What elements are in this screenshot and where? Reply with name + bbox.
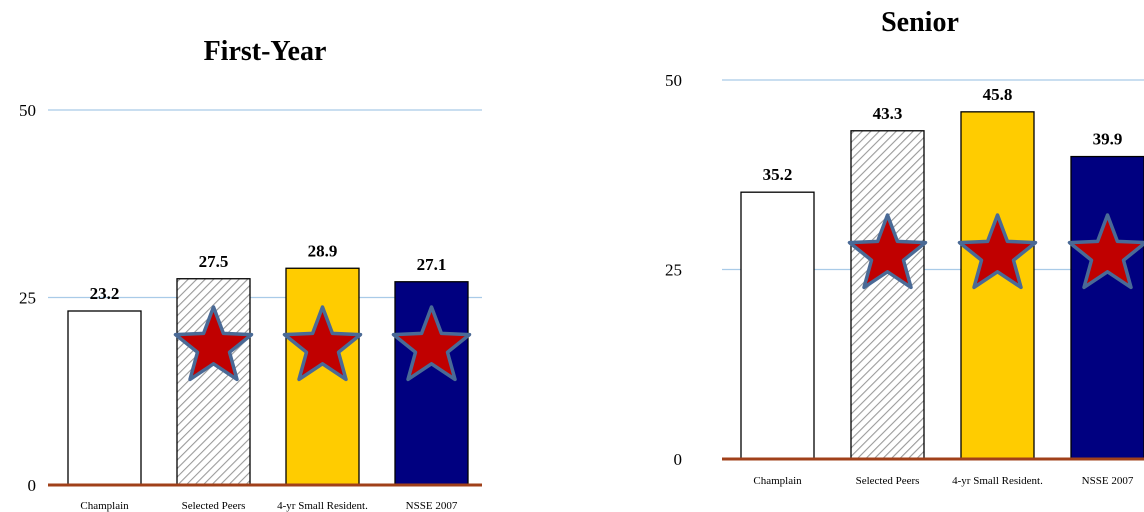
data-label-nsse-2007: 27.1 <box>417 255 447 274</box>
bar-4-yr-small-resident <box>960 111 1035 460</box>
data-label-4-yr-small-resident: 45.8 <box>983 85 1013 104</box>
star-icon <box>282 305 363 382</box>
category-label-4-yr-small-resident: 4-yr Small Resident. <box>952 475 1043 487</box>
star-icon <box>173 305 254 382</box>
category-label-4-yr-small-resident: 4-yr Small Resident. <box>277 500 368 512</box>
senior-chart: Senior 0 25 50 35.2 Champlain 43.3 Selected Pee… <box>665 7 1144 487</box>
first-year-chart-title: First-Year <box>204 36 327 67</box>
bar-nsse-2007 <box>394 281 469 486</box>
y-tick-label-50: 50 <box>665 71 682 90</box>
data-label-nsse-2007: 39.9 <box>1093 130 1123 149</box>
data-label-selected-peers: 43.3 <box>873 104 903 123</box>
star-icon <box>847 213 928 290</box>
bar-champlain <box>740 191 815 460</box>
y-tick-label-25: 25 <box>665 261 682 280</box>
bar-nsse-2007 <box>1070 155 1144 460</box>
category-label-champlain: Champlain <box>753 475 802 487</box>
data-label-selected-peers: 27.5 <box>199 252 229 271</box>
y-tick-label-0: 0 <box>674 450 683 469</box>
bar-4-yr-small-resident <box>285 267 360 486</box>
y-tick-label-25: 25 <box>19 289 36 308</box>
star-icon <box>391 305 472 382</box>
category-label-nsse-2007: NSSE 2007 <box>406 500 458 512</box>
data-label-champlain: 35.2 <box>763 165 793 184</box>
star-icon <box>957 213 1038 290</box>
y-tick-label-50: 50 <box>19 101 36 120</box>
category-label-selected-peers: Selected Peers <box>182 500 246 512</box>
y-tick-label-0: 0 <box>28 476 37 495</box>
category-label-selected-peers: Selected Peers <box>856 475 920 487</box>
bar-selected-peers <box>850 130 925 460</box>
first-year-chart: First-Year 0 25 50 23.2 Champlain 27.5 Selected… <box>19 36 482 512</box>
star-icon <box>1067 213 1144 290</box>
senior-chart-title: Senior <box>881 7 959 38</box>
category-label-nsse-2007: NSSE 2007 <box>1082 475 1134 487</box>
data-label-4-yr-small-resident: 28.9 <box>308 241 338 260</box>
bar-champlain <box>67 310 142 486</box>
category-label-champlain: Champlain <box>80 500 129 512</box>
data-label-champlain: 23.2 <box>90 284 120 303</box>
